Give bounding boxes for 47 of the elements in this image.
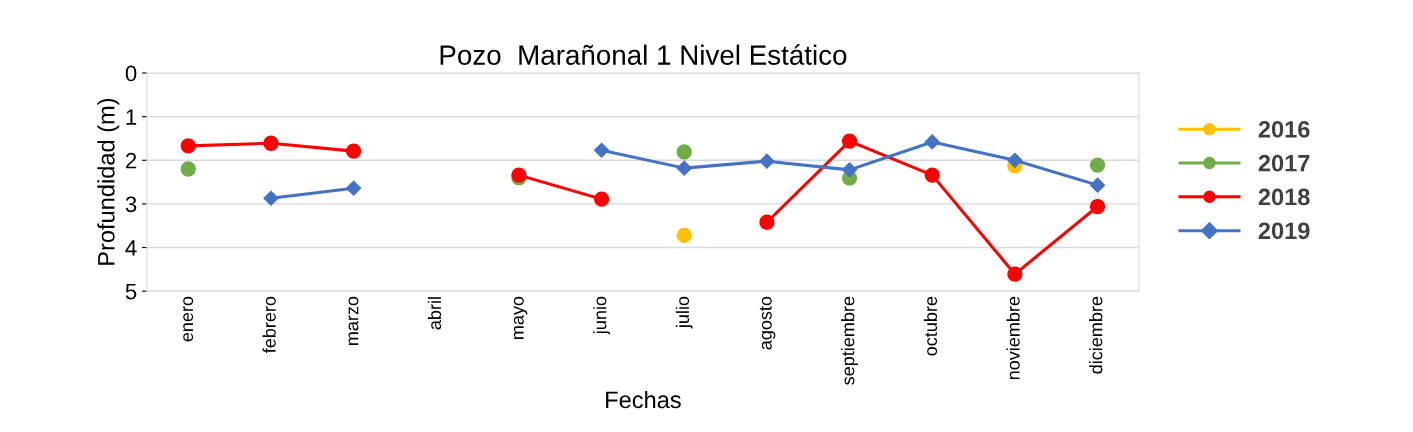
- point: [924, 134, 940, 150]
- y-tick-label: 3: [125, 196, 137, 213]
- legend-label: 2017: [1258, 154, 1310, 172]
- chart-title: Pozo Marañonal 1 Nivel Estático: [440, 44, 847, 65]
- point: [1007, 266, 1023, 282]
- x-tick-label: octubre: [923, 296, 938, 356]
- x-tick-label: julio: [675, 296, 693, 329]
- point: [346, 180, 362, 196]
- point: [841, 133, 858, 149]
- x-tick-label: junio: [593, 296, 610, 335]
- point: [1089, 177, 1106, 193]
- x-tick-label: noviembre: [1006, 296, 1020, 380]
- point: [263, 190, 279, 206]
- point: [263, 135, 279, 151]
- point: [676, 144, 692, 160]
- point: [1007, 152, 1023, 168]
- x-tick-label: septiembre: [841, 296, 858, 385]
- x-tick-label: marzo: [348, 296, 359, 345]
- point: [676, 160, 692, 176]
- x-tick-label: agosto: [759, 296, 776, 350]
- x-tick-label: enero: [183, 296, 194, 342]
- point: [1089, 198, 1106, 215]
- y-tick-label: 2: [125, 152, 137, 169]
- y-axis-title: Profundidad (m): [97, 98, 120, 265]
- legend-label: 2016: [1258, 120, 1310, 138]
- y-tick-label: 1: [126, 109, 137, 125]
- point: [593, 191, 610, 207]
- legend-label: 2019: [1258, 222, 1310, 240]
- x-axis-title: Fechas: [606, 390, 681, 409]
- x-tick-label: abril: [427, 297, 442, 330]
- point: [759, 214, 775, 230]
- point: [180, 161, 196, 177]
- legend-label: 2018: [1258, 188, 1310, 206]
- y-tick-label: 5: [125, 283, 137, 300]
- point: [924, 167, 940, 183]
- x-tick-label: diciembre: [1089, 296, 1103, 374]
- point: [759, 153, 775, 169]
- y-tick-label: 0: [125, 65, 137, 82]
- y-tick-label: 4: [125, 240, 137, 256]
- point: [180, 138, 196, 154]
- point: [345, 143, 362, 159]
- x-tick-label: febrero: [262, 296, 276, 353]
- x-tick-label: mayo: [513, 296, 528, 339]
- point: [1089, 157, 1106, 173]
- point: [594, 142, 610, 158]
- point: [841, 162, 858, 178]
- point: [676, 227, 692, 243]
